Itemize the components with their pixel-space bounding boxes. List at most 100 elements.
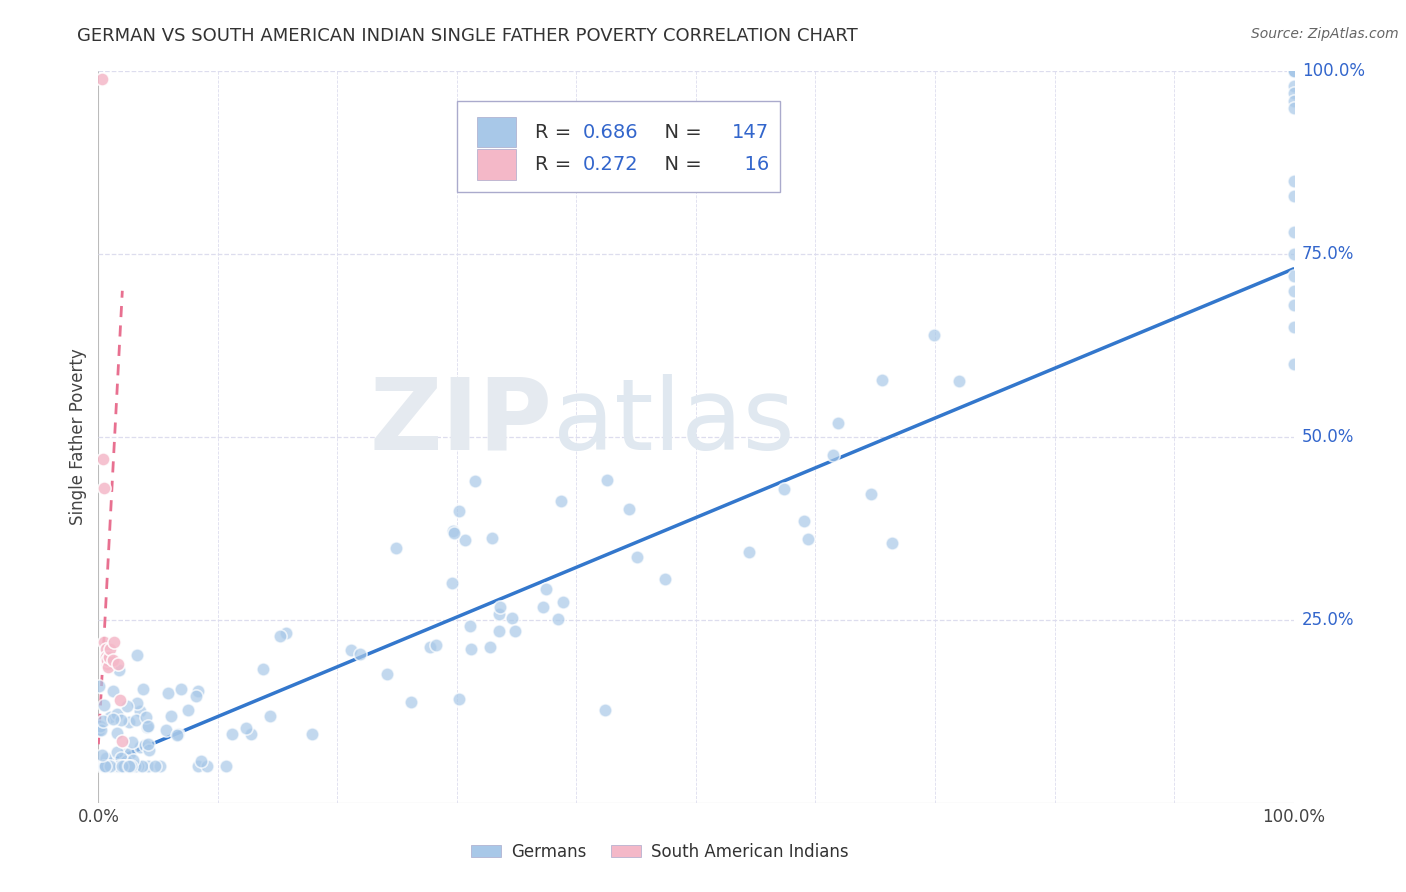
Point [94, 751, 117, 765]
Point [1282, 64, 1305, 78]
Point [115, 699, 138, 714]
Point [419, 640, 441, 655]
Point [155, 723, 177, 737]
Point [1282, 320, 1305, 334]
Text: N =: N = [652, 154, 707, 174]
Point [112, 759, 135, 773]
Point [89, 718, 111, 732]
FancyBboxPatch shape [477, 149, 516, 179]
Point [425, 639, 447, 653]
Point [375, 667, 398, 681]
Point [773, 482, 796, 496]
Point [125, 696, 148, 710]
Point [112, 759, 135, 773]
Point [948, 374, 970, 388]
Point [135, 710, 157, 724]
Point [252, 662, 274, 676]
Point [215, 759, 238, 773]
Point [460, 618, 482, 632]
Point [501, 611, 523, 625]
Point [488, 607, 510, 621]
Point [108, 693, 131, 707]
Point [159, 709, 181, 723]
Point [187, 759, 209, 773]
Point [98, 649, 121, 664]
Point [1282, 284, 1305, 298]
Point [488, 624, 510, 639]
Text: 100.0%: 100.0% [1302, 62, 1365, 80]
Point [170, 682, 193, 697]
Point [1282, 174, 1305, 188]
Point [166, 727, 188, 741]
Point [93, 759, 115, 773]
Point [134, 738, 156, 752]
Point [89, 723, 111, 737]
Point [449, 692, 471, 706]
Point [617, 501, 640, 516]
Point [551, 595, 574, 609]
Point [349, 647, 371, 661]
Point [93, 759, 115, 773]
Point [460, 641, 482, 656]
Point [221, 727, 243, 741]
Point [94, 759, 117, 773]
Text: 0.272: 0.272 [582, 154, 638, 174]
Point [827, 416, 849, 430]
Point [1282, 87, 1305, 101]
Point [120, 759, 142, 773]
Point [104, 759, 127, 773]
Point [464, 474, 486, 488]
Point [121, 735, 143, 749]
Point [489, 599, 512, 614]
Point [96, 759, 118, 773]
Point [124, 759, 146, 773]
Point [1282, 101, 1305, 115]
Point [127, 759, 149, 773]
Point [1282, 94, 1305, 108]
Point [190, 754, 212, 768]
Point [138, 743, 160, 757]
Text: 16: 16 [733, 154, 769, 174]
Point [131, 759, 153, 773]
Point [870, 373, 893, 387]
Point [269, 629, 291, 643]
Point [384, 541, 406, 555]
Text: 75.0%: 75.0% [1302, 245, 1354, 263]
FancyBboxPatch shape [477, 117, 516, 147]
Point [1282, 247, 1305, 261]
Point [136, 759, 159, 773]
Text: R =: R = [534, 122, 576, 142]
Point [1282, 269, 1305, 284]
Point [98, 710, 121, 724]
Point [110, 713, 132, 727]
Point [114, 754, 136, 768]
Point [93, 759, 115, 773]
Point [924, 327, 946, 342]
Point [93, 698, 115, 713]
Point [149, 759, 172, 773]
Text: atlas: atlas [553, 374, 794, 471]
Point [235, 721, 257, 735]
Point [118, 714, 141, 729]
Point [399, 695, 422, 709]
Point [107, 759, 129, 773]
Point [136, 719, 159, 733]
Point [118, 759, 141, 773]
Point [127, 648, 149, 662]
Point [114, 747, 136, 761]
Point [90, 759, 112, 773]
Point [125, 713, 148, 727]
Point [105, 725, 128, 739]
Point [107, 759, 129, 773]
Text: GERMAN VS SOUTH AMERICAN INDIAN SINGLE FATHER POVERTY CORRELATION CHART: GERMAN VS SOUTH AMERICAN INDIAN SINGLE F… [77, 27, 858, 45]
Point [111, 733, 134, 747]
Point [797, 533, 820, 547]
Point [654, 572, 676, 586]
Point [593, 703, 616, 717]
Point [177, 703, 200, 717]
Point [1282, 64, 1305, 78]
Point [96, 657, 118, 671]
Point [90, 723, 112, 737]
Point [531, 600, 554, 615]
Point [101, 684, 124, 698]
